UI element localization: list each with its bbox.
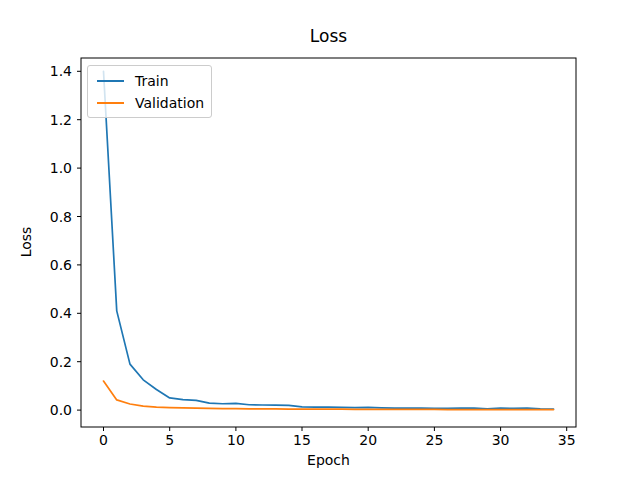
legend-item-train: Train (97, 71, 204, 90)
x-tick-label: 15 (293, 432, 311, 448)
x-tick-label: 25 (425, 432, 443, 448)
y-tick-label: 0.0 (50, 402, 72, 418)
legend-label-train: Train (135, 73, 169, 89)
x-axis-label: Epoch (81, 452, 576, 468)
figure-root: 0 5 10 15 20 25 30 35 0.0 0.2 0.4 0.6 0.8 1.0 1.2 1.4 L… (0, 0, 640, 480)
x-tick-label: 0 (99, 432, 108, 448)
train-line (104, 71, 554, 409)
legend: Train Validation (87, 65, 212, 118)
y-tick-label: 0.4 (50, 305, 72, 321)
x-tick-label: 30 (492, 432, 510, 448)
y-tick-label: 1.4 (50, 63, 72, 79)
x-tick-label: 10 (227, 432, 245, 448)
validation-line (104, 381, 554, 410)
legend-item-validation: Validation (97, 93, 204, 112)
x-tick-label: 5 (165, 432, 174, 448)
y-tick-label: 1.2 (50, 112, 72, 128)
y-tick-label: 1.0 (50, 160, 72, 176)
x-tick-label: 20 (359, 432, 377, 448)
x-tick-label: 35 (558, 432, 576, 448)
y-tick-label: 0.6 (50, 257, 72, 273)
y-axis-label: Loss (18, 227, 34, 258)
legend-label-validation: Validation (135, 95, 204, 111)
validation-line-swatch-icon (97, 102, 124, 104)
chart-title: Loss (81, 26, 576, 46)
y-tick-label: 0.8 (50, 209, 72, 225)
y-tick-label: 0.2 (50, 354, 72, 370)
train-line-swatch-icon (97, 80, 124, 82)
